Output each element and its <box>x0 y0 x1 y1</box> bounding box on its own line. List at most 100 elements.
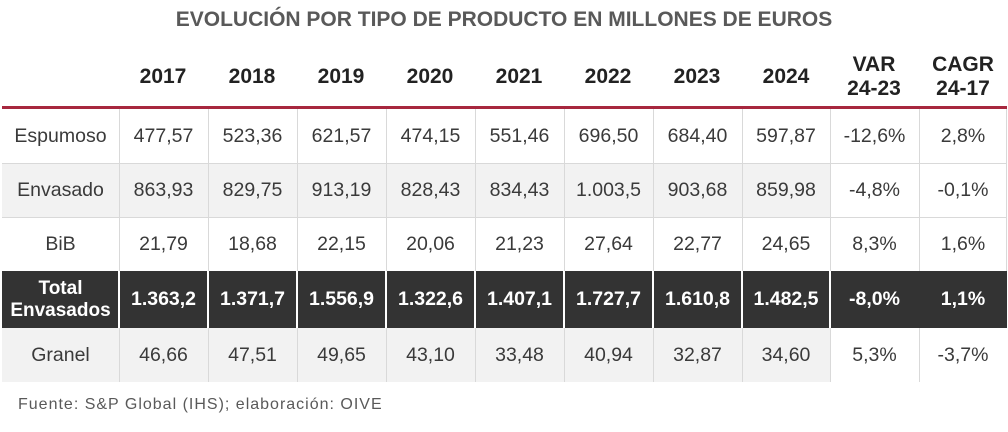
table-cell: 40,94 <box>564 328 653 382</box>
table-cell: 684,40 <box>653 109 742 163</box>
grid-line <box>829 271 831 328</box>
grid-line <box>2 163 1007 164</box>
grid-line <box>741 271 743 328</box>
table-cell: 474,15 <box>386 109 475 163</box>
header-year-2024: 2024 <box>762 65 810 88</box>
grid-line <box>919 109 920 271</box>
table-cell-total: 1.363,2 <box>119 271 208 328</box>
table-cell: 18,68 <box>208 217 297 271</box>
header-year-2023: 2023 <box>673 65 721 88</box>
table-cell: 46,66 <box>119 328 208 382</box>
grid-line <box>653 328 654 382</box>
header-year-2021: 2021 <box>495 65 543 88</box>
table-cell: 22,15 <box>297 217 386 271</box>
var-cell: -4,8% <box>830 163 919 217</box>
grid-line <box>742 328 743 382</box>
row-label-espumoso: Espumoso <box>2 109 119 163</box>
grid-line <box>742 109 743 271</box>
table-cell: 828,43 <box>386 163 475 217</box>
table-cell-total: 1.727,7 <box>564 271 653 328</box>
var-cell-total: -8,0% <box>830 271 919 328</box>
table-cell-total: 1.556,9 <box>297 271 386 328</box>
row-label-bib: BiB <box>2 217 119 271</box>
table-cell-total: 1.322,6 <box>386 271 475 328</box>
grid-line <box>830 109 831 271</box>
table-cell: 47,51 <box>208 328 297 382</box>
grid-line <box>208 328 209 382</box>
grid-line <box>297 109 298 271</box>
header-cagr: CAGR 24-17 <box>919 48 1007 106</box>
grid-line <box>919 328 920 382</box>
grid-line <box>563 271 565 328</box>
header-year-2019: 2019 <box>317 65 365 88</box>
grid-line <box>564 328 565 382</box>
row-label-total-line1: Total <box>38 277 83 299</box>
table-cell: 829,75 <box>208 163 297 217</box>
table-cell-total: 1.482,5 <box>742 271 830 328</box>
table-cell: 621,57 <box>297 109 386 163</box>
grid-line <box>653 109 654 271</box>
row-label-granel: Granel <box>2 328 119 382</box>
grid-line <box>386 328 387 382</box>
header-cagr-line2: 24-17 <box>936 77 990 100</box>
grid-line <box>475 109 476 271</box>
grid-line <box>119 109 120 271</box>
cagr-cell-total: 1,1% <box>919 271 1007 328</box>
grid-line <box>564 109 565 271</box>
header-var-line1: VAR <box>852 53 896 76</box>
table-cell: 43,10 <box>386 328 475 382</box>
grid-line <box>1006 109 1007 271</box>
grid-line <box>386 109 387 271</box>
grid-line <box>830 328 831 382</box>
cagr-cell: 2,8% <box>919 109 1007 163</box>
grid-line <box>2 217 1007 218</box>
table-cell-total: 1.371,7 <box>208 271 297 328</box>
grid-line <box>385 271 387 328</box>
header-year-2020: 2020 <box>406 65 454 88</box>
table-title: EVOLUCIÓN POR TIPO DE PRODUCTO EN MILLON… <box>175 8 833 31</box>
table-cell: 523,36 <box>208 109 297 163</box>
grid-line <box>208 109 209 271</box>
table-cell: 24,65 <box>742 217 830 271</box>
grid-line <box>118 271 120 328</box>
table-cell: 33,48 <box>475 328 564 382</box>
table-cell: 21,79 <box>119 217 208 271</box>
header-var: VAR 24-23 <box>830 48 918 106</box>
table-cell: 27,64 <box>564 217 653 271</box>
table-cell: 21,23 <box>475 217 564 271</box>
table-cell: 1.003,5 <box>564 163 653 217</box>
table-cell: 859,98 <box>742 163 830 217</box>
row-label-total-line2: Envasados <box>10 299 111 321</box>
grid-line <box>119 328 120 382</box>
table-cell: 863,93 <box>119 163 208 217</box>
table-cell-total: 1.407,1 <box>475 271 564 328</box>
header-year-2018: 2018 <box>228 65 276 88</box>
table-cell: 22,77 <box>653 217 742 271</box>
cagr-cell: -3,7% <box>919 328 1007 382</box>
grid-line <box>474 271 476 328</box>
var-cell: -12,6% <box>830 109 919 163</box>
table-cell: 696,50 <box>564 109 653 163</box>
var-cell: 5,3% <box>830 328 919 382</box>
table-cell: 834,43 <box>475 163 564 217</box>
row-label-total-envasados: Total Envasados <box>2 271 119 328</box>
grid-line <box>475 328 476 382</box>
header-year-2022: 2022 <box>584 65 632 88</box>
table-cell: 32,87 <box>653 328 742 382</box>
table-cell: 477,57 <box>119 109 208 163</box>
table-cell-total: 1.610,8 <box>653 271 742 328</box>
cagr-cell: 1,6% <box>919 217 1007 271</box>
row-label-envasado: Envasado <box>2 163 119 217</box>
table-cell: 20,06 <box>386 217 475 271</box>
table-cell: 597,87 <box>742 109 830 163</box>
var-cell: 8,3% <box>830 217 919 271</box>
header-divider <box>2 106 1007 109</box>
table-cell: 49,65 <box>297 328 386 382</box>
source-footer: Fuente: S&P Global (IHS); elaboración: O… <box>18 396 383 413</box>
cagr-cell: -0,1% <box>919 163 1007 217</box>
header-var-line2: 24-23 <box>847 77 901 100</box>
table-cell: 34,60 <box>742 328 830 382</box>
grid-line <box>652 271 654 328</box>
grid-line <box>207 271 209 328</box>
table-cell: 903,68 <box>653 163 742 217</box>
